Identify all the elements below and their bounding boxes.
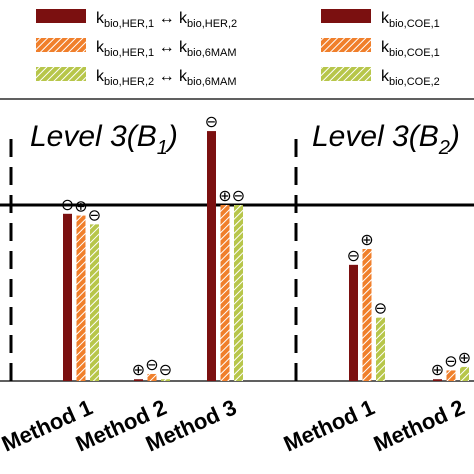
bar-p1-c3-s2 [220, 205, 230, 381]
sign-label-p1-c2-s1: ⊕ [132, 362, 145, 379]
sign-label-p1-c3-s1: ⊖ [205, 114, 218, 131]
bar-p1-c1-s3 [90, 224, 99, 381]
legend-swatch-6 [321, 67, 371, 81]
bar-p1-c3-s1 [207, 131, 216, 381]
bar-p1-c2-s1 [134, 379, 143, 381]
bar-p2-c2-s3 [460, 366, 469, 381]
legend-label-2: kbio,HER,1 ↔ kbio,6MAM [96, 39, 237, 59]
sign-label-p2-c2-s3: ⊕ [458, 350, 471, 367]
x-tick-label-p2-c1: Method 1 [280, 394, 378, 456]
legend-swatch-4 [321, 9, 371, 23]
sign-label-p1-c1-s2: ⊕ [74, 199, 87, 216]
bar-p2-c1-s1 [349, 264, 358, 381]
sign-label-p1-c3-s3: ⊖ [232, 188, 245, 205]
panel-title-1: Level 3(B1) [30, 120, 178, 159]
legend: kbio,HER,1 ↔ kbio,HER,2 kbio,HER,1 ↔ kbio… [36, 9, 440, 88]
sign-label-p2-c2-s1: ⊕ [431, 362, 444, 379]
legend-swatch-2 [36, 38, 86, 52]
legend-swatch-3 [36, 67, 86, 81]
bars [63, 131, 469, 381]
bar-p1-c2-s2 [147, 373, 157, 381]
legend-label-4: kbio,COE,1 [381, 10, 440, 30]
sign-label-p2-c2-s2: ⊖ [444, 353, 457, 370]
legend-label-1: kbio,HER,1 ↔ kbio,HER,2 [96, 10, 237, 30]
sign-label-p1-c1-s1: ⊖ [61, 197, 74, 214]
legend-swatch-1 [36, 9, 86, 23]
sign-label-p2-c1-s2: ⊕ [360, 232, 373, 249]
bar-p1-c3-s3 [234, 205, 243, 381]
legend-label-5: kbio,COE,1 [381, 39, 440, 59]
sign-label-p1-c2-s2: ⊖ [145, 357, 158, 374]
bar-p1-c1-s1 [63, 213, 72, 381]
legend-label-3: kbio,HER,2 ↔ kbio,6MAM [96, 68, 237, 88]
sign-label-p2-c1-s3: ⊖ [374, 301, 387, 318]
sign-label-p1-c2-s3: ⊖ [159, 362, 172, 379]
sign-label-p2-c1-s1: ⊖ [347, 248, 360, 265]
panel-title-2: Level 3(B2) [312, 120, 460, 159]
x-tick-label-p2-c2: Method 2 [370, 394, 468, 456]
bar-p1-c2-s3 [161, 379, 170, 381]
sign-label-p1-c1-s3: ⊖ [88, 207, 101, 224]
bar-p1-c1-s2 [76, 215, 86, 381]
bar-p2-c1-s2 [362, 249, 372, 381]
bar-p2-c2-s1 [433, 379, 442, 381]
sign-label-p1-c3-s2: ⊕ [218, 188, 231, 205]
bar-p2-c1-s3 [376, 317, 385, 381]
legend-label-6: kbio,COE,2 [381, 68, 440, 88]
bar-p2-c2-s2 [446, 370, 456, 381]
legend-swatch-5 [321, 38, 371, 52]
